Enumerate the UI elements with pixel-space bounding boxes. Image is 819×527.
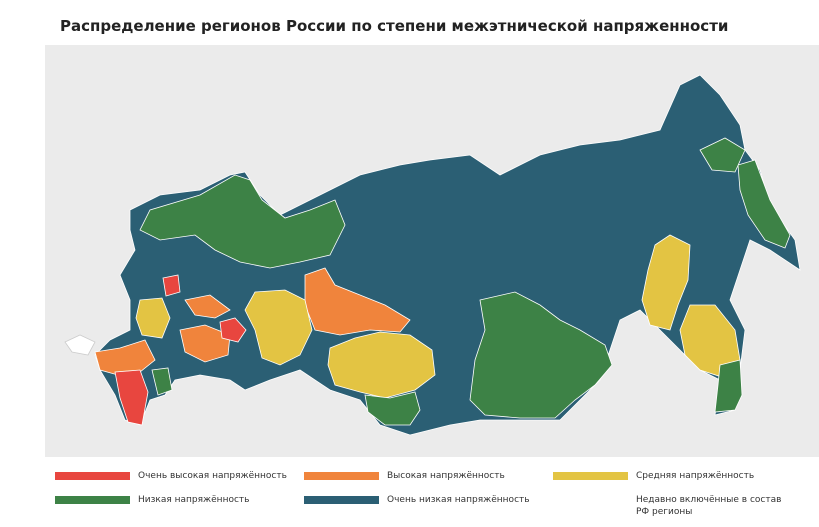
legend-label: Очень высокая напряжённость <box>138 471 287 481</box>
region <box>244 289 313 366</box>
legend-item: Низкая напряжённость <box>55 494 288 506</box>
region <box>641 234 691 331</box>
region <box>162 274 181 297</box>
legend-item: Очень высокая напряжённость <box>55 470 288 482</box>
legend-label: Низкая напряжённость <box>138 495 250 505</box>
region <box>151 367 173 396</box>
region <box>179 324 231 363</box>
legend-swatch <box>553 472 628 480</box>
region <box>114 369 149 426</box>
legend-label: Недавно включённые в состав РФ регионы <box>636 495 782 517</box>
legend-swatch <box>55 472 130 480</box>
region <box>699 137 746 173</box>
legend-label: Средняя напряжённость <box>636 471 755 481</box>
region <box>219 317 247 343</box>
region <box>714 359 743 413</box>
legend-item: Высокая напряжённость <box>304 470 537 482</box>
legend-item: Очень низкая напряжённость <box>304 494 537 506</box>
legend-item: Средняя напряжённость <box>553 470 786 482</box>
region <box>139 174 346 269</box>
legend-swatch <box>304 472 379 480</box>
legend-swatch <box>553 496 628 504</box>
region <box>737 159 791 249</box>
region <box>184 294 231 319</box>
legend-label: Высокая напряжённость <box>387 471 505 481</box>
legend-label: Очень низкая напряжённость <box>387 495 530 505</box>
region <box>64 334 96 356</box>
region <box>469 291 613 419</box>
region <box>364 391 421 426</box>
region <box>135 297 171 339</box>
map <box>45 45 819 457</box>
title: Распределение регионов России по степени… <box>60 17 729 35</box>
region <box>327 331 436 399</box>
region <box>94 339 156 376</box>
legend-swatch <box>304 496 379 504</box>
legend-swatch <box>55 496 130 504</box>
region <box>304 267 411 336</box>
legend-item: Недавно включённые в состав РФ регионы <box>553 494 786 518</box>
